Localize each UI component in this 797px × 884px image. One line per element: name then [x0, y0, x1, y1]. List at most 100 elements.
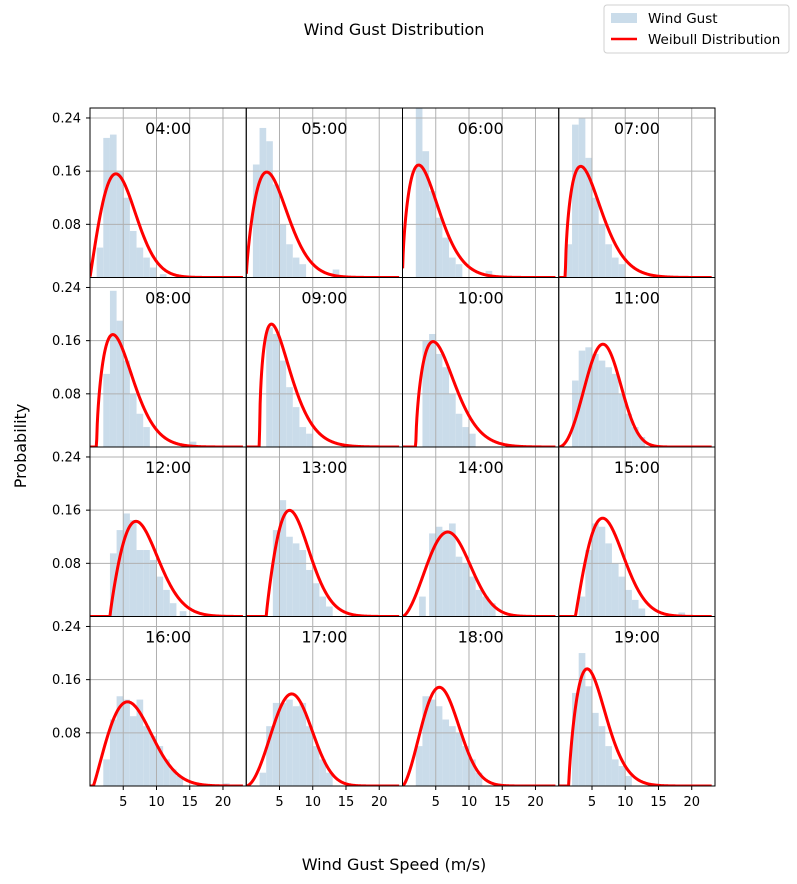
- y-tick-label: 0.16: [52, 673, 81, 688]
- histogram-bar: [449, 257, 456, 278]
- histogram-bar: [429, 699, 436, 786]
- x-tick-label: 15: [338, 795, 355, 810]
- histogram-bar: [468, 433, 476, 447]
- panel-plot-area: [90, 108, 247, 278]
- histogram-bar: [103, 373, 110, 447]
- y-tick-label: 0.24: [52, 450, 81, 465]
- histogram-bar: [129, 393, 137, 447]
- histogram-bar: [429, 191, 436, 278]
- x-axis-label: Wind Gust Speed (m/s): [302, 855, 487, 874]
- x-tick-label: 5: [432, 795, 440, 810]
- x-tick-label: 20: [371, 795, 388, 810]
- histogram-bar: [136, 699, 144, 786]
- panel-plot-area: [246, 616, 403, 786]
- histogram-bar: [179, 611, 187, 617]
- histogram-bar: [435, 706, 443, 786]
- histogram-bar: [618, 576, 626, 617]
- histogram-bar: [422, 151, 430, 278]
- histogram-bar: [292, 257, 300, 278]
- histogram-bar: [462, 427, 469, 447]
- histogram-bar: [136, 247, 144, 278]
- x-tick-label: 15: [494, 795, 511, 810]
- panel-title: 08:00: [145, 289, 191, 308]
- histogram-bar: [611, 563, 619, 617]
- histogram-bar: [292, 706, 300, 786]
- panel-1400: 14:00: [402, 446, 560, 617]
- histogram-bar: [272, 334, 280, 447]
- histogram-bar: [585, 157, 592, 278]
- panel-title: 17:00: [301, 628, 347, 647]
- histogram-bar: [109, 290, 117, 447]
- legend: Wind Gust Weibull Distribution: [603, 4, 790, 54]
- panel-title: 04:00: [145, 119, 191, 138]
- histogram-bar: [605, 367, 612, 447]
- histogram-bar: [259, 127, 267, 278]
- histogram-bar: [176, 776, 184, 786]
- x-tick-label: 10: [461, 795, 478, 810]
- histogram-bar: [279, 360, 287, 447]
- panel-frame: [558, 616, 716, 787]
- histogram-bar: [468, 576, 476, 617]
- histogram-bar: [143, 550, 150, 617]
- histogram-bar: [123, 513, 130, 617]
- histogram-bar: [611, 257, 619, 278]
- histogram-bar: [598, 726, 606, 786]
- histogram-bar: [631, 427, 639, 447]
- histogram-bar: [116, 320, 124, 447]
- panel-plot-area: [558, 108, 715, 278]
- histogram-bar: [312, 746, 320, 786]
- panel-grid: 04:00 0.08 0.16 0.24 05:00 06:00 07:00 08:00 0.0…: [52, 107, 716, 810]
- histogram-bar: [332, 269, 340, 278]
- histogram-bar: [272, 702, 280, 786]
- panel-title: 06:00: [458, 119, 504, 138]
- legend-hist-label: Wind Gust: [648, 11, 718, 27]
- histogram-bar: [591, 712, 599, 786]
- histogram-bar: [625, 776, 632, 786]
- histogram-bar: [605, 543, 612, 617]
- histogram-bar: [429, 533, 436, 617]
- histogram-bar: [326, 772, 333, 786]
- histogram-bar: [598, 526, 606, 617]
- histogram-bar: [109, 134, 117, 278]
- panel-title: 12:00: [145, 458, 191, 477]
- histogram-bar: [252, 164, 260, 278]
- x-tick-label: 20: [683, 795, 700, 810]
- panel-title: 07:00: [614, 119, 660, 138]
- panel-plot-area: [558, 616, 715, 786]
- panel-title: 05:00: [301, 119, 347, 138]
- histogram-bar: [163, 759, 170, 786]
- histogram-bar: [415, 108, 423, 278]
- panel-1600: 16:00 0.08 0.16 0.24 5 10 15 20: [52, 616, 247, 810]
- histogram-bar: [306, 433, 313, 447]
- y-axis-label: Probability: [11, 404, 30, 489]
- histogram-bar: [462, 746, 469, 786]
- histogram-bar: [312, 583, 320, 617]
- histogram-bar: [96, 247, 104, 278]
- weibull-curve: [90, 172, 244, 278]
- histogram-bar: [129, 716, 137, 786]
- histogram-bar: [136, 413, 144, 447]
- panel-0400: 04:00 0.08 0.16 0.24: [52, 107, 247, 278]
- histogram-bar: [598, 360, 606, 447]
- panel-plot-area: [402, 447, 559, 617]
- histogram-bar: [455, 413, 463, 447]
- histogram-bar: [435, 526, 443, 617]
- histogram-bar: [449, 726, 456, 786]
- histogram-bar: [169, 603, 177, 617]
- panel-title: 11:00: [614, 289, 660, 308]
- histogram-bar: [259, 772, 267, 786]
- panel-title: 14:00: [458, 458, 504, 477]
- panel-title: 10:00: [458, 289, 504, 308]
- panel-title: 15:00: [614, 458, 660, 477]
- histogram-bar: [488, 603, 496, 617]
- histogram-bar: [429, 334, 436, 447]
- panel-title: 13:00: [301, 458, 347, 477]
- histogram-bar: [449, 523, 456, 617]
- histogram-bar: [598, 224, 606, 278]
- histogram-bar: [123, 360, 130, 447]
- y-tick-label: 0.16: [52, 165, 81, 180]
- y-tick-label: 0.08: [52, 557, 81, 572]
- histogram-bar: [129, 520, 137, 617]
- panel-0700: 07:00: [558, 107, 716, 278]
